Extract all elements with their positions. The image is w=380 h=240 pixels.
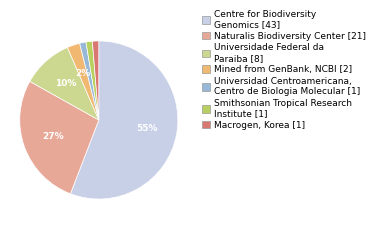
- Text: 2%: 2%: [76, 69, 91, 78]
- Text: 55%: 55%: [136, 125, 158, 133]
- Wedge shape: [20, 81, 99, 194]
- Wedge shape: [30, 48, 99, 120]
- Wedge shape: [92, 41, 99, 120]
- Wedge shape: [86, 41, 99, 120]
- Legend: Centre for Biodiversity
Genomics [43], Naturalis Biodiversity Center [21], Unive: Centre for Biodiversity Genomics [43], N…: [202, 10, 366, 130]
- Text: 10%: 10%: [55, 79, 77, 88]
- Text: 27%: 27%: [42, 132, 63, 141]
- Wedge shape: [67, 43, 99, 120]
- Wedge shape: [70, 41, 178, 199]
- Wedge shape: [80, 42, 99, 120]
